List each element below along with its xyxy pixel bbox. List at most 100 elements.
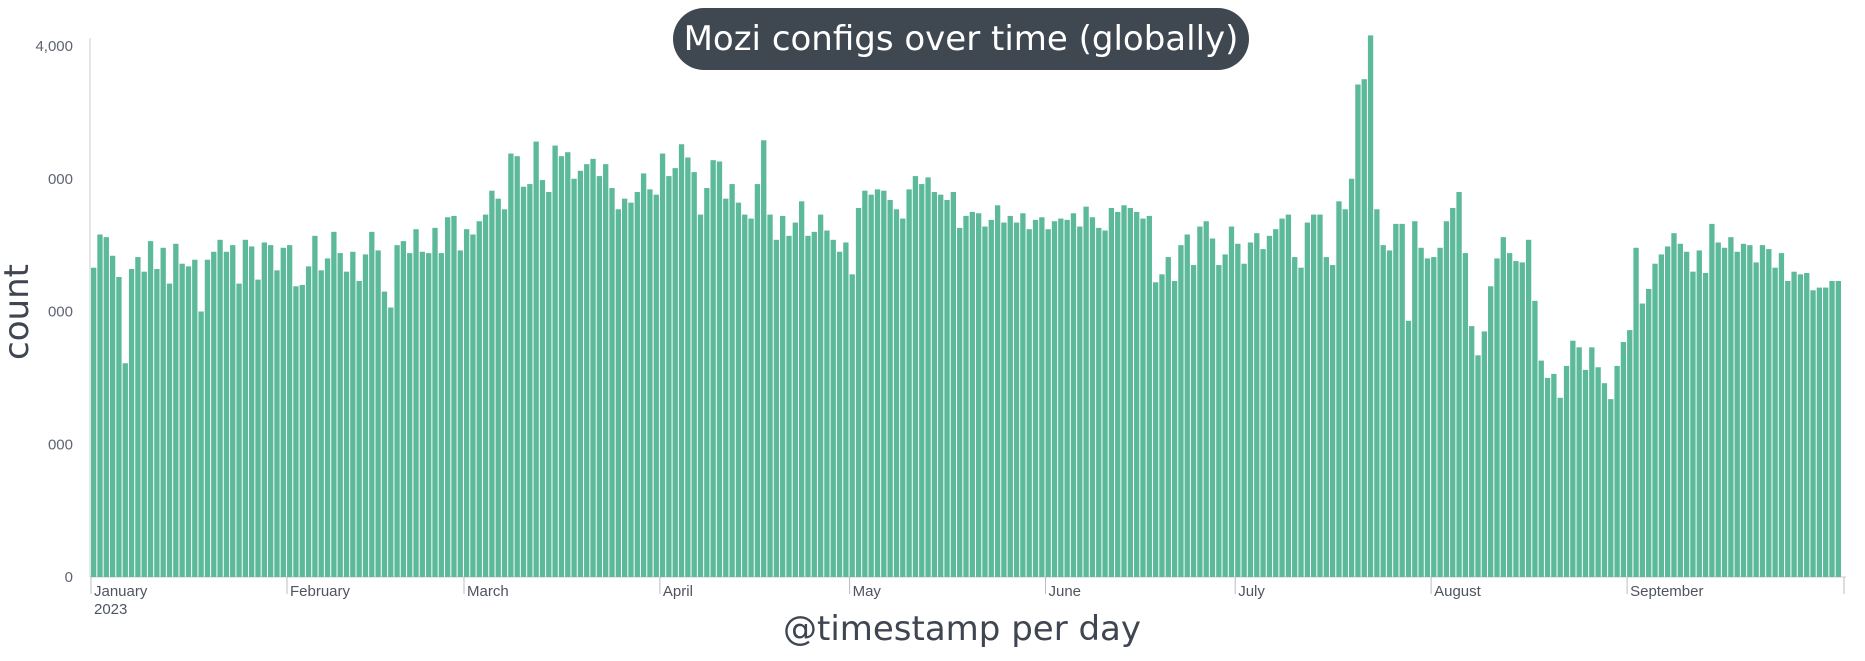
bar <box>1759 245 1766 578</box>
bar <box>388 307 394 577</box>
bar <box>1683 251 1690 577</box>
y-tick-label: 000 <box>48 304 73 321</box>
bar <box>963 215 969 578</box>
bar <box>672 168 678 577</box>
bar <box>590 158 596 577</box>
bar <box>1247 242 1254 577</box>
bar <box>1538 360 1544 577</box>
bar <box>1639 303 1646 577</box>
bar <box>318 270 324 577</box>
bar <box>931 192 938 577</box>
bar <box>615 209 621 577</box>
bar <box>1001 222 1007 577</box>
bar <box>527 184 533 577</box>
bar <box>1431 257 1437 577</box>
bar <box>1064 219 1070 577</box>
bar <box>249 246 255 577</box>
bar <box>1089 217 1096 577</box>
bar <box>666 176 672 577</box>
bar <box>122 363 128 577</box>
bar <box>862 190 868 577</box>
bar <box>1235 243 1241 578</box>
bar <box>1241 263 1247 577</box>
bar <box>166 283 173 577</box>
bar <box>603 164 609 577</box>
bar <box>1557 397 1563 577</box>
bar <box>451 215 457 578</box>
bar <box>938 194 944 577</box>
bar <box>596 176 603 577</box>
bar <box>198 311 204 577</box>
bar <box>565 152 571 577</box>
bar <box>786 235 792 577</box>
bar <box>1627 330 1633 577</box>
bar <box>1178 245 1184 578</box>
bar <box>438 253 444 577</box>
bar <box>874 189 881 577</box>
bar <box>1753 262 1759 577</box>
chart-title: Mozi configs over time (globally) <box>684 19 1239 59</box>
bar <box>1563 365 1570 577</box>
bar <box>1051 221 1058 578</box>
bar <box>128 269 135 577</box>
bar <box>1778 253 1785 577</box>
bar <box>1336 201 1342 577</box>
bar <box>141 271 147 577</box>
bar <box>1134 211 1140 577</box>
bar <box>444 217 451 577</box>
bar <box>735 202 742 577</box>
bar <box>1506 253 1513 577</box>
bar <box>1443 221 1450 578</box>
bar <box>546 192 552 577</box>
bar <box>944 199 950 578</box>
bar <box>1544 377 1551 578</box>
bar <box>704 188 710 578</box>
bar <box>900 218 906 577</box>
bar <box>514 156 520 577</box>
bar <box>1329 265 1336 577</box>
bar <box>1728 237 1734 577</box>
bar <box>457 250 463 577</box>
bar <box>773 239 780 577</box>
bar <box>1292 257 1298 577</box>
bar <box>1462 253 1469 577</box>
bar <box>621 198 628 577</box>
bar <box>293 286 299 577</box>
bar <box>830 239 836 577</box>
bar <box>116 276 122 577</box>
bar <box>1190 265 1197 577</box>
bar <box>780 215 786 578</box>
bar <box>1058 218 1064 577</box>
bar <box>925 177 931 578</box>
bar <box>691 172 697 578</box>
x-tick-label: July <box>1238 583 1265 600</box>
bar <box>413 229 419 577</box>
bar <box>1045 229 1051 577</box>
bar <box>1475 355 1481 577</box>
bar <box>906 189 912 577</box>
bar <box>1513 261 1519 577</box>
bar <box>1412 221 1418 578</box>
bar <box>160 247 166 577</box>
y-axis-title: count <box>0 264 37 360</box>
bar <box>1311 214 1317 577</box>
bar <box>1165 257 1171 577</box>
bar <box>1279 218 1285 577</box>
chart-title-pill: Mozi configs over time (globally) <box>673 8 1249 70</box>
bar <box>242 239 249 577</box>
bar <box>659 153 666 577</box>
bar <box>609 188 615 578</box>
bar <box>470 234 476 577</box>
bar <box>261 242 267 577</box>
bar <box>362 254 369 578</box>
bar <box>969 211 975 577</box>
bar <box>432 227 438 577</box>
bar <box>419 251 426 577</box>
bar <box>223 251 230 577</box>
bar <box>274 270 280 577</box>
bar <box>982 226 988 578</box>
x-tick-sublabel: 2023 <box>94 601 127 618</box>
bar <box>723 198 729 577</box>
bar <box>843 242 849 577</box>
